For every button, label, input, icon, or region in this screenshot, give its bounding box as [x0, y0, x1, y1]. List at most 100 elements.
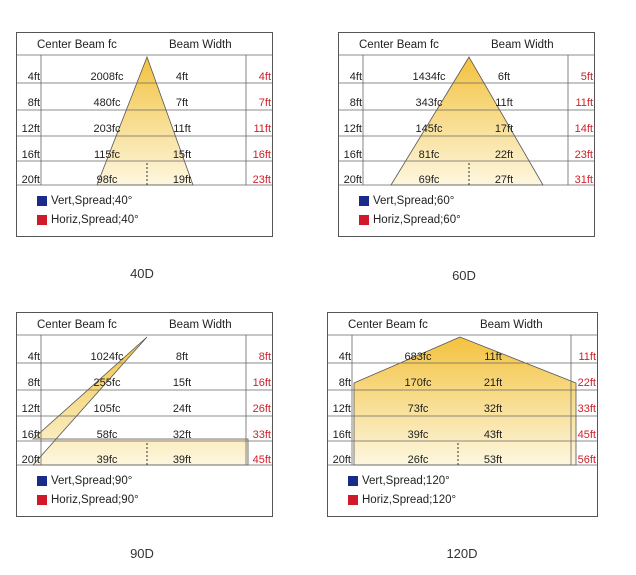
center-beam-value: 69fc: [418, 174, 440, 186]
center-beam-header: Center Beam fc: [37, 319, 117, 331]
legend-horiz-label: Horiz,Spread;40°: [51, 214, 139, 226]
legend-vert: Vert,Spread;90°: [37, 475, 132, 487]
legend-vert: Vert,Spread;120°: [348, 475, 450, 487]
beam-width-header: Beam Width: [169, 319, 232, 331]
beam-width-header: Beam Width: [480, 319, 543, 331]
chart-panel-60D: Center Beam fc Beam Width 4ft 1434fc 6ft 5ft 8…: [338, 32, 595, 237]
center-beam-value: 115fc: [93, 149, 121, 161]
horiz-width-value: 33ft: [577, 403, 596, 415]
horiz-swatch-icon: [359, 215, 369, 225]
distance-label: 4ft: [338, 351, 351, 363]
center-beam-value: 683fc: [404, 351, 432, 363]
legend-horiz-label: Horiz,Spread;120°: [362, 494, 457, 506]
beam-width-header: Beam Width: [491, 39, 554, 51]
beam-width-value: 22ft: [494, 149, 514, 161]
horiz-width-value: 16ft: [252, 377, 271, 389]
distance-label: 16ft: [21, 429, 40, 441]
horiz-width-value: 33ft: [252, 429, 271, 441]
horiz-width-value: 26ft: [252, 403, 271, 415]
legend-vert-label: Vert,Spread;40°: [51, 195, 133, 207]
chart-panel-40D: Center Beam fc Beam Width 4ft 2008fc 4ft 4ft 8…: [16, 32, 273, 237]
legend-horiz: Horiz,Spread;120°: [348, 494, 456, 506]
distance-label: 16ft: [332, 429, 351, 441]
horiz-width-value: 11ft: [575, 97, 593, 109]
distance-label: 8ft: [349, 97, 362, 109]
center-beam-value: 39fc: [96, 454, 118, 466]
beam-width-value: 21ft: [483, 377, 503, 389]
center-beam-value: 105fc: [93, 403, 121, 415]
center-beam-value: 343fc: [415, 97, 443, 109]
distance-label: 4ft: [27, 71, 40, 83]
beam-width-value: 6ft: [497, 71, 511, 83]
legend-horiz-label: Horiz,Spread;90°: [51, 494, 139, 506]
center-beam-value: 1024fc: [90, 351, 124, 363]
distance-label: 20ft: [332, 454, 351, 466]
beam-diagram: [339, 54, 594, 186]
beam-diagram: [17, 54, 272, 186]
center-beam-value: 255fc: [93, 377, 121, 389]
legend-horiz-label: Horiz,Spread;60°: [373, 214, 461, 226]
vert-swatch-icon: [37, 196, 47, 206]
beam-width-value: 53ft: [483, 454, 503, 466]
horiz-width-value: 56ft: [577, 454, 596, 466]
legend-horiz: Horiz,Spread;90°: [37, 494, 139, 506]
center-beam-value: 480fc: [93, 97, 121, 109]
beam-width-value: 27ft: [494, 174, 514, 186]
center-beam-value: 98fc: [96, 174, 118, 186]
legend-vert-label: Vert,Spread;90°: [51, 475, 133, 487]
center-beam-value: 39fc: [407, 429, 429, 441]
panel-caption: 60D: [452, 268, 476, 283]
horiz-width-value: 5ft: [580, 71, 593, 83]
center-beam-value: 58fc: [96, 429, 118, 441]
beam-width-value: 15ft: [172, 377, 192, 389]
beam-width-value: 19ft: [172, 174, 192, 186]
legend-vert-label: Vert,Spread;60°: [373, 195, 455, 207]
horiz-width-value: 7ft: [258, 97, 271, 109]
beam-width-value: 4ft: [175, 71, 189, 83]
center-beam-value: 81fc: [418, 149, 440, 161]
panel-caption: 40D: [130, 266, 154, 281]
legend-horiz: Horiz,Spread;60°: [359, 214, 461, 226]
center-beam-header: Center Beam fc: [348, 319, 428, 331]
chart-panel-120D: Center Beam fc Beam Width 4ft 683fc 11ft 11ft…: [327, 312, 598, 517]
beam-width-value: 8ft: [175, 351, 189, 363]
distance-label: 12ft: [343, 123, 362, 135]
beam-width-value: 11ft: [173, 123, 191, 135]
beam-width-value: 32ft: [483, 403, 503, 415]
distance-label: 16ft: [21, 149, 40, 161]
vert-swatch-icon: [37, 476, 47, 486]
distance-label: 16ft: [343, 149, 362, 161]
beam-width-value: 15ft: [172, 149, 192, 161]
beam-width-value: 11ft: [484, 351, 502, 363]
horiz-width-value: 31ft: [574, 174, 593, 186]
center-beam-header: Center Beam fc: [37, 39, 117, 51]
distance-label: 4ft: [27, 351, 40, 363]
beam-cone: [31, 336, 249, 466]
distance-label: 8ft: [27, 97, 40, 109]
distance-label: 12ft: [332, 403, 351, 415]
beam-width-value: 7ft: [175, 97, 189, 109]
distance-label: 12ft: [21, 403, 40, 415]
horiz-width-value: 45ft: [577, 429, 596, 441]
center-beam-value: 1434fc: [412, 71, 446, 83]
distance-label: 8ft: [338, 377, 351, 389]
legend-vert: Vert,Spread;40°: [37, 195, 132, 207]
horiz-width-value: 14ft: [574, 123, 593, 135]
vert-swatch-icon: [348, 476, 358, 486]
legend-vert-label: Vert,Spread;120°: [362, 475, 450, 487]
legend-vert: Vert,Spread;60°: [359, 195, 454, 207]
distance-label: 12ft: [21, 123, 40, 135]
beam-width-value: 39ft: [172, 454, 192, 466]
horiz-width-value: 23ft: [574, 149, 593, 161]
beam-width-value: 17ft: [494, 123, 514, 135]
horiz-width-value: 22ft: [577, 377, 596, 389]
beam-width-value: 43ft: [483, 429, 503, 441]
center-beam-value: 203fc: [93, 123, 121, 135]
center-beam-value: 73fc: [407, 403, 429, 415]
panel-caption: 120D: [446, 546, 478, 561]
horiz-width-value: 23ft: [252, 174, 271, 186]
beam-width-value: 24ft: [172, 403, 192, 415]
horiz-width-value: 16ft: [252, 149, 271, 161]
vert-swatch-icon: [359, 196, 369, 206]
horiz-width-value: 8ft: [258, 351, 271, 363]
